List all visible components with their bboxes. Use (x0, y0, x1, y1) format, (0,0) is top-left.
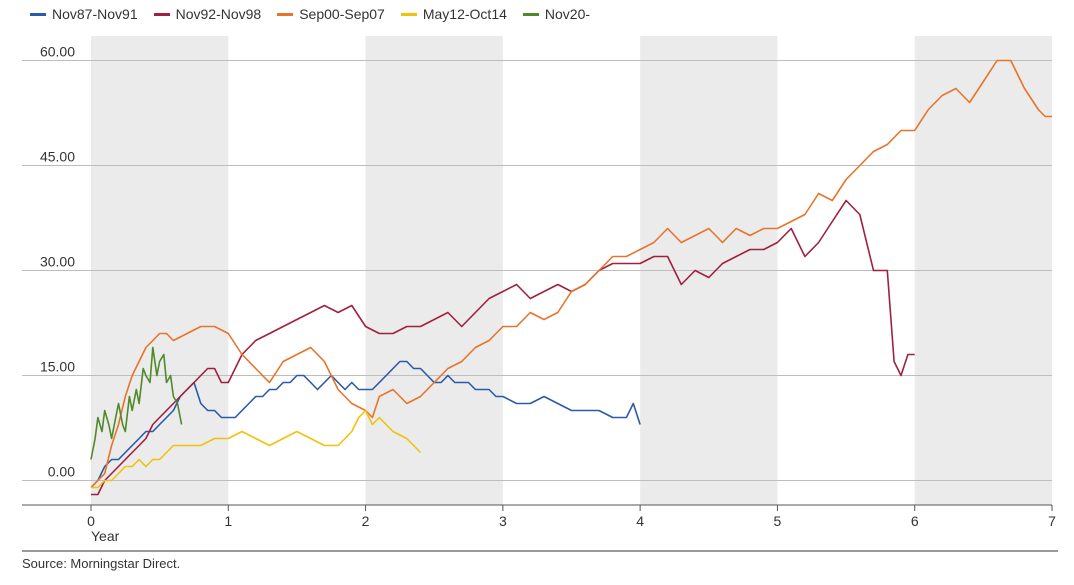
series-line (90, 346, 183, 460)
legend-label: Nov92-Nov98 (175, 6, 262, 22)
legend: Nov87-Nov91 Nov92-Nov98 Sep00-Sep07 May1… (30, 6, 590, 22)
legend-label: May12-Oct14 (422, 6, 507, 22)
x-axis-label: Year (91, 528, 120, 544)
legend-swatch (400, 12, 417, 16)
legend-item: May12-Oct14 (400, 6, 507, 22)
y-tick-label: 60.00 (40, 44, 75, 60)
legend-item: Sep00-Sep07 (277, 6, 385, 22)
x-tick-label: 6 (911, 513, 919, 529)
y-tick-label: 15.00 (40, 359, 75, 375)
legend-swatch (522, 12, 539, 16)
x-tick-label: 7 (1048, 513, 1056, 529)
source-note: Source: Morningstar Direct. (22, 556, 181, 571)
legend-label: Nov87-Nov91 (52, 6, 138, 22)
y-tick-label: 30.00 (40, 254, 75, 270)
legend-label: Sep00-Sep07 (299, 6, 385, 22)
x-tick-label: 1 (224, 513, 232, 529)
legend-item: Nov20- (522, 6, 591, 22)
legend-swatch (30, 12, 46, 16)
x-tick-label: 0 (87, 513, 95, 529)
y-tick-label: 0.00 (48, 464, 75, 480)
x-tick-label: 4 (636, 513, 644, 529)
x-tick-label: 2 (362, 513, 370, 529)
series-line (91, 199, 915, 496)
x-tick-label: 5 (774, 513, 782, 529)
y-tick-label: 45.00 (40, 149, 75, 165)
x-tick-label: 3 (499, 513, 507, 529)
legend-label: Nov20- (544, 6, 591, 22)
series-line (91, 409, 422, 489)
legend-item: Nov92-Nov98 (153, 6, 262, 22)
series-line (90, 360, 641, 489)
series-line (90, 59, 1052, 489)
legend-item: Nov87-Nov91 (30, 6, 138, 22)
legend-swatch (277, 12, 294, 16)
legend-swatch (153, 12, 170, 16)
